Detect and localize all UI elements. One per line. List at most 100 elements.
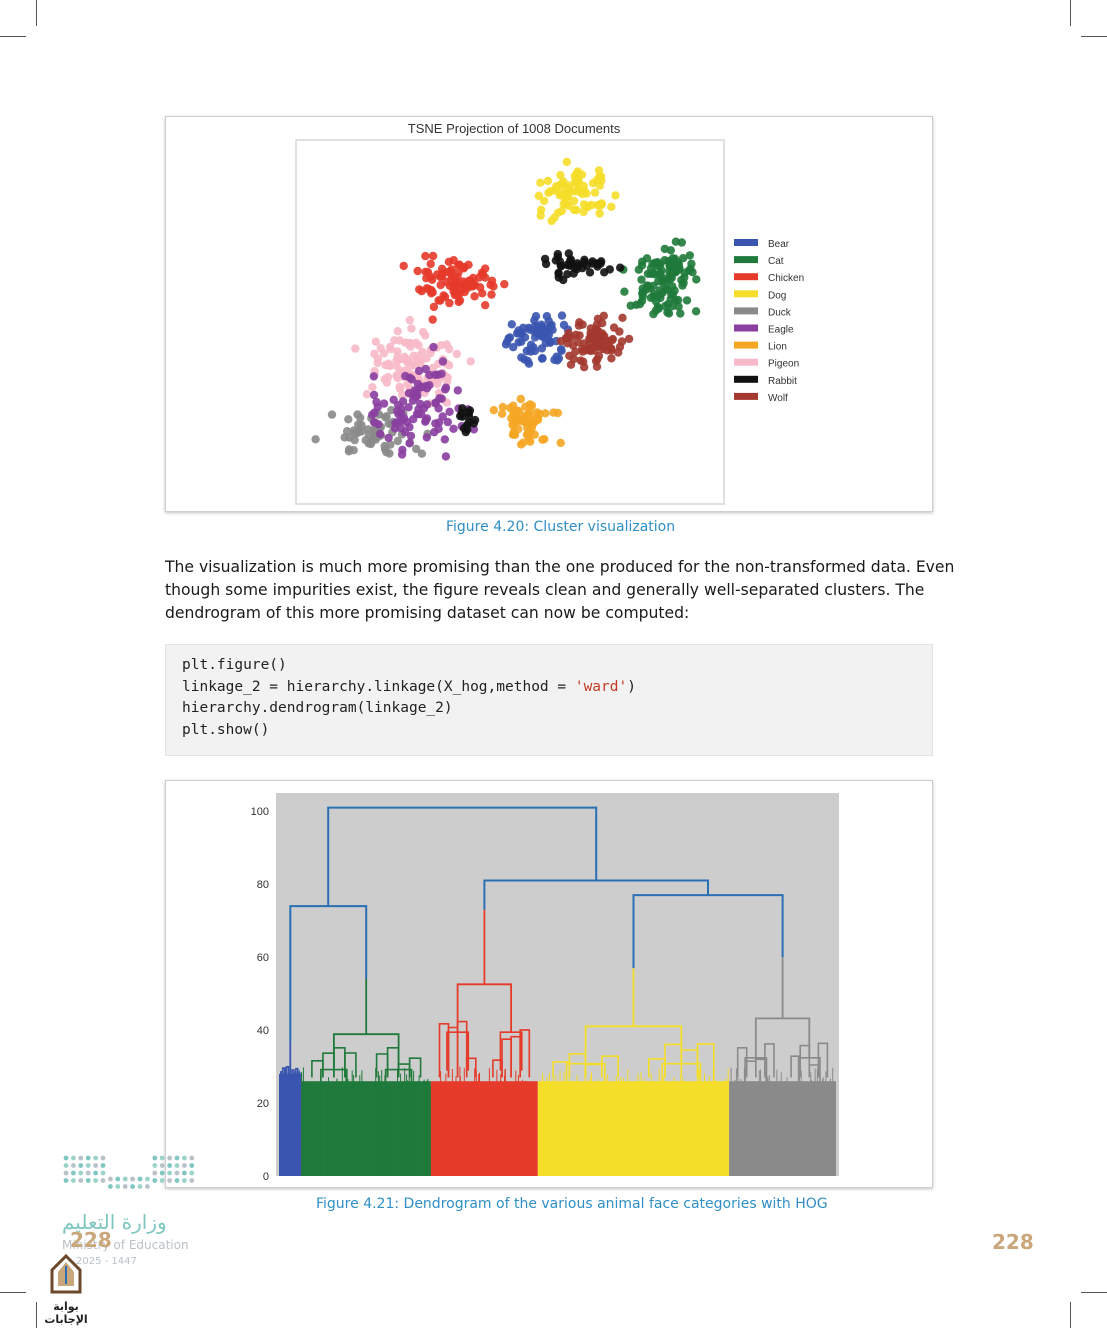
tsne-point: [405, 315, 414, 325]
logo-dot: [63, 1170, 69, 1176]
tsne-point: [572, 264, 582, 274]
tsne-point: [527, 401, 537, 410]
tsne-point: [428, 363, 438, 373]
tsne-point: [574, 337, 583, 347]
tsne-point: [414, 366, 424, 376]
tsne-point: [585, 268, 595, 277]
tsne-point: [481, 301, 490, 310]
tsne-point: [563, 270, 572, 279]
tsne-point: [422, 433, 431, 442]
tsne-point: [441, 383, 451, 392]
tsne-point: [422, 284, 431, 293]
tsne-point: [470, 292, 479, 301]
tsne-point: [519, 438, 528, 447]
logo-dot: [71, 1178, 76, 1183]
tsne-point: [353, 428, 362, 438]
tsne-point: [574, 321, 584, 330]
legend-label: Cat: [768, 256, 784, 267]
crop-mark: [1081, 36, 1107, 37]
tsne-point: [565, 351, 574, 360]
tsne-point: [469, 425, 479, 434]
tsne-point: [445, 407, 454, 416]
page-number-left: 228: [70, 1228, 112, 1252]
logo-dot: [137, 1176, 143, 1182]
logo-dot: [167, 1170, 172, 1176]
logo-dot: [63, 1178, 69, 1183]
tsne-point: [458, 412, 467, 421]
tsne-point: [514, 407, 524, 416]
dendrogram-y-axis: 0 20 40 60 80 100: [251, 806, 269, 1183]
tsne-point: [578, 347, 587, 356]
tsne-point: [438, 357, 448, 366]
tsne-point: [677, 238, 686, 247]
tsne-point: [413, 266, 422, 276]
logo-dot: [71, 1163, 76, 1168]
tsne-point: [527, 423, 537, 432]
tsne-point: [642, 281, 652, 290]
logo-dot: [174, 1163, 180, 1168]
tsne-point: [373, 354, 383, 363]
tsne-point: [421, 417, 430, 426]
legend-label: Bear: [768, 239, 790, 250]
logo-dot: [159, 1163, 165, 1168]
tsne-point: [646, 269, 656, 278]
tsne-point: [414, 341, 423, 350]
tsne-point: [506, 403, 515, 413]
legend-label: Pigeon: [768, 359, 799, 370]
tsne-point: [382, 412, 391, 421]
tsne-point: [465, 406, 475, 415]
logo-dot: [130, 1176, 135, 1182]
tsne-point: [449, 256, 458, 265]
cluster-link: [297, 1072, 301, 1078]
tsne-point: [440, 435, 449, 444]
crop-mark: [0, 36, 26, 37]
tsne-point: [536, 178, 545, 187]
tsne-point: [522, 411, 531, 420]
logo-dot: [78, 1178, 84, 1183]
tsne-point: [678, 254, 688, 263]
logo-dot: [189, 1163, 195, 1168]
tsne-point: [368, 383, 377, 392]
tsne-point: [626, 301, 635, 310]
tsne-point: [525, 325, 534, 334]
tsne-point: [327, 410, 337, 419]
tsne-point: [637, 261, 647, 270]
logo-dot: [174, 1178, 180, 1183]
logo-dot: [182, 1155, 187, 1161]
tsne-point: [509, 343, 518, 352]
tsne-point: [624, 334, 634, 344]
tsne-point: [550, 213, 559, 222]
tsne-point: [454, 268, 463, 277]
tsne-point: [445, 344, 454, 354]
leaf-block: [729, 1081, 836, 1176]
logo-dot: [167, 1155, 172, 1161]
logo-dot: [100, 1155, 106, 1161]
tsne-point: [311, 435, 320, 444]
cluster-link: [565, 1062, 606, 1094]
ministry-year: 2025 - 1447: [76, 1256, 137, 1267]
tsne-point: [592, 362, 602, 371]
crop-mark: [36, 1302, 37, 1328]
tsne-point: [593, 314, 603, 323]
tsne-point: [385, 361, 395, 371]
logo-dot: [100, 1163, 106, 1168]
tsne-point: [518, 417, 527, 426]
legend-label: Lion: [768, 342, 787, 353]
tsne-point: [587, 343, 597, 352]
tsne-point: [575, 331, 584, 340]
logo-dot: [152, 1163, 158, 1168]
tsne-point: [618, 313, 627, 322]
tsne-point: [350, 435, 359, 445]
crop-mark: [1081, 1292, 1107, 1293]
tsne-point: [509, 428, 518, 437]
tsne-point: [428, 315, 437, 324]
tsne-point: [412, 444, 421, 454]
tsne-point: [398, 397, 408, 406]
logo-dot: [93, 1170, 98, 1176]
dendrogram-links: [280, 806, 829, 1123]
tsne-point: [417, 449, 427, 458]
tsne-point: [404, 403, 413, 412]
tsne-point: [453, 289, 462, 298]
tsne-point: [607, 354, 616, 363]
legend-swatch: [734, 392, 758, 400]
